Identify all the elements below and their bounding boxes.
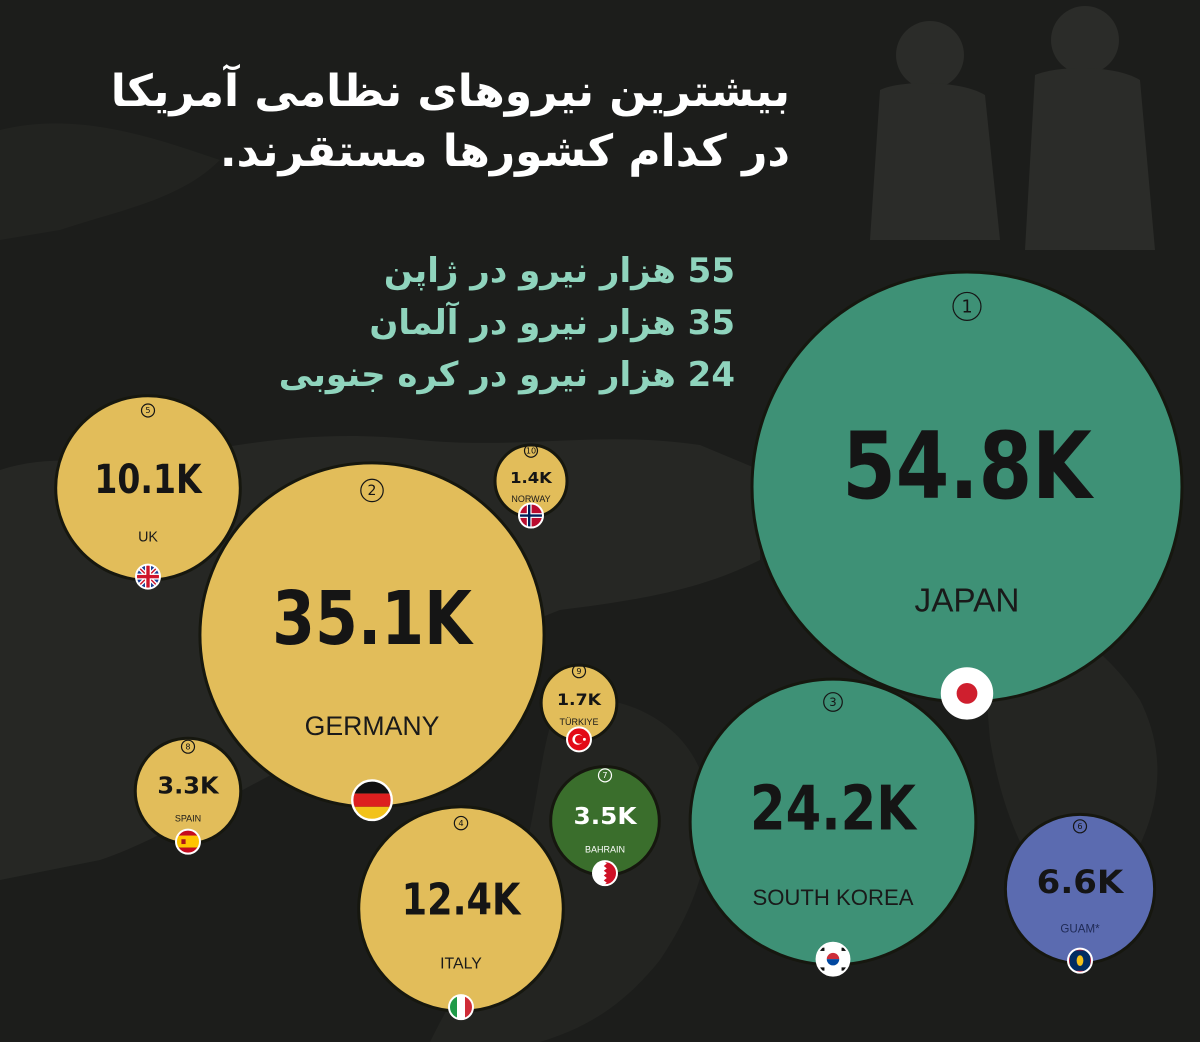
rank-badge	[140, 403, 156, 418]
rank-badge	[1072, 819, 1088, 834]
rank-badge	[571, 664, 587, 679]
bubble-japan: 1 54.8K JAPAN	[750, 270, 1184, 720]
country-label: TÜRKIYE	[559, 717, 598, 727]
country-label: SPAIN	[175, 814, 201, 824]
germany-flag	[351, 779, 393, 822]
rank-number: 3	[829, 695, 836, 709]
country-label: SOUTH KOREA	[752, 885, 913, 910]
rank-badge	[597, 768, 613, 783]
country-label: JAPAN	[915, 583, 1020, 620]
value-label: 6.6K	[1037, 863, 1125, 901]
turkiye-flag	[566, 726, 592, 753]
chart-title: بیشترین نیروهای نظامی آمریکا در کدام کشو…	[30, 62, 790, 182]
country-label: ITALY	[440, 955, 482, 972]
value-label: 35.1K	[272, 576, 474, 662]
soldier-silhouettes	[870, 6, 1155, 251]
bubble-guam: 6 6.6K GUAM*	[1003, 812, 1157, 974]
highlight-south-korea: 24 هزار نیرو در کره جنوبی	[278, 355, 735, 395]
rank-number: 9	[576, 666, 581, 676]
norway-flag	[518, 502, 544, 529]
value-label: 10.1K	[94, 457, 202, 503]
country-label: BAHRAIN	[585, 845, 625, 855]
bubble-norway: 10 1.4K NORWAY	[493, 443, 569, 529]
highlight-japan: 55 هزار نیرو در ژاپن	[383, 251, 735, 291]
rank-number: 7	[602, 770, 607, 780]
japan-flag	[940, 667, 994, 720]
rank-number: 2	[368, 483, 377, 499]
country-label: GERMANY	[305, 711, 440, 741]
bubble-uk: 5 10.1K UK	[54, 394, 242, 590]
guam-flag	[1067, 947, 1093, 974]
value-label: 3.3K	[157, 774, 220, 800]
value-label: 54.8K	[842, 412, 1094, 520]
country-label: GUAM*	[1060, 923, 1100, 935]
value-label: 12.4K	[402, 874, 522, 925]
rank-number: 5	[145, 405, 150, 415]
rank-number: 1	[961, 297, 972, 317]
rank-number: 8	[185, 741, 190, 751]
title-line-1: بیشترین نیروهای نظامی آمریکا	[110, 66, 790, 117]
spain-flag	[175, 828, 201, 855]
rank-number: 4	[458, 818, 463, 828]
bubble-bahrain: 7 3.5K BAHRAIN	[549, 765, 661, 887]
italy-flag	[448, 994, 474, 1021]
rank-badge	[952, 291, 982, 321]
highlight-germany: 35 هزار نیرو در آلمان	[369, 303, 735, 343]
country-label: NORWAY	[511, 494, 550, 504]
rank-badge	[360, 478, 384, 503]
value-label: 1.7K	[557, 690, 602, 709]
south-korea-flag	[815, 941, 851, 977]
value-label: 3.5K	[573, 802, 637, 830]
rank-number: 10	[526, 445, 536, 455]
title-line-2: در کدام کشورها مستقرند.	[219, 126, 790, 177]
rank-badge	[180, 739, 196, 754]
rank-badge	[453, 815, 469, 831]
bubble-south-korea: 3 24.2K SOUTH KOREA	[688, 677, 978, 977]
value-label: 24.2K	[750, 773, 918, 844]
rank-number: 6	[1077, 821, 1082, 831]
uk-flag	[135, 563, 161, 590]
bubble-t-rkiye: 9 1.7K TÜRKIYE	[539, 663, 619, 753]
rank-badge	[823, 692, 843, 712]
rank-badge	[523, 443, 539, 458]
bubble-germany: 2 35.1K GERMANY	[198, 461, 546, 822]
bahrain-flag	[592, 860, 618, 887]
bubble-spain: 8 3.3K SPAIN	[133, 736, 243, 855]
country-label: UK	[138, 530, 158, 546]
value-label: 1.4K	[510, 469, 553, 487]
bubble-italy: 4 12.4K ITALY	[357, 805, 565, 1021]
highlight-list: 55 هزار نیرو در ژاپن 35 هزار نیرو در آلم…	[175, 245, 735, 401]
